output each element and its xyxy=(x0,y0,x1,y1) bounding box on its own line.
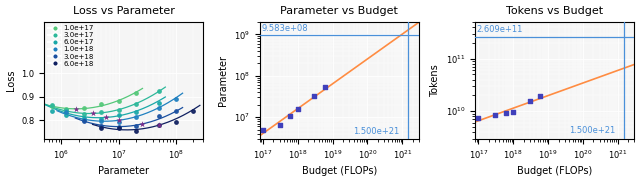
Point xyxy=(474,116,484,119)
Point xyxy=(61,114,71,117)
Point xyxy=(171,120,181,123)
Point xyxy=(88,112,98,115)
Point xyxy=(154,123,164,126)
Point xyxy=(275,123,285,126)
Point xyxy=(96,111,106,114)
Point xyxy=(79,113,90,116)
Point xyxy=(47,109,58,112)
Point xyxy=(113,119,124,122)
Point xyxy=(113,114,124,117)
Point xyxy=(525,100,535,103)
Point xyxy=(154,115,164,118)
Point xyxy=(131,124,141,127)
Text: 2.609e+11: 2.609e+11 xyxy=(477,25,524,33)
Point xyxy=(131,111,141,114)
Point xyxy=(154,106,164,109)
Text: 9.583e+08: 9.583e+08 xyxy=(261,24,308,33)
Title: Tokens vs Budget: Tokens vs Budget xyxy=(506,6,604,15)
Point xyxy=(71,107,81,110)
Point xyxy=(79,119,90,122)
Point xyxy=(154,124,164,127)
Point xyxy=(508,110,518,113)
Point xyxy=(61,111,71,114)
Point xyxy=(96,118,106,120)
Y-axis label: Tokens: Tokens xyxy=(430,64,440,97)
Point xyxy=(292,108,303,111)
Point xyxy=(113,121,124,124)
Point xyxy=(188,110,198,113)
Point xyxy=(171,98,181,101)
Point xyxy=(285,115,295,118)
Point xyxy=(96,120,106,122)
Point xyxy=(154,101,164,104)
Point xyxy=(113,126,124,128)
Point xyxy=(500,112,511,115)
Point xyxy=(131,103,141,106)
Point xyxy=(96,127,106,130)
Point xyxy=(131,91,141,94)
Point xyxy=(258,128,268,131)
Point xyxy=(61,107,71,110)
Point xyxy=(131,116,141,119)
Point xyxy=(320,86,330,89)
Point xyxy=(490,114,500,116)
Legend: 1.0e+17, 3.0e+17, 6.0e+17, 1.0e+18, 3.0e+18, 6.0e+18: 1.0e+17, 3.0e+17, 6.0e+17, 1.0e+18, 3.0e… xyxy=(46,24,95,68)
Point xyxy=(131,130,141,133)
Point xyxy=(47,103,58,106)
Point xyxy=(171,110,181,113)
Point xyxy=(309,95,319,98)
Y-axis label: Parameter: Parameter xyxy=(218,55,228,106)
Y-axis label: Loss: Loss xyxy=(6,70,15,91)
Point xyxy=(96,125,106,128)
Point xyxy=(96,102,106,105)
Text: 1.500e+21: 1.500e+21 xyxy=(353,127,399,136)
X-axis label: Budget (FLOPs): Budget (FLOPs) xyxy=(517,167,593,176)
Point xyxy=(47,104,58,107)
Point xyxy=(79,106,90,109)
Point xyxy=(79,116,90,119)
Point xyxy=(113,109,124,112)
X-axis label: Budget (FLOPs): Budget (FLOPs) xyxy=(301,167,377,176)
Point xyxy=(79,118,90,121)
Point xyxy=(136,123,147,126)
Title: Parameter vs Budget: Parameter vs Budget xyxy=(280,6,398,15)
X-axis label: Parameter: Parameter xyxy=(99,167,149,176)
Title: Loss vs Parameter: Loss vs Parameter xyxy=(73,6,175,15)
Point xyxy=(154,90,164,93)
Point xyxy=(535,94,545,97)
Point xyxy=(61,108,71,111)
Point xyxy=(113,127,124,130)
Point xyxy=(101,116,111,119)
Text: 1.500e+21: 1.500e+21 xyxy=(569,126,615,135)
Point xyxy=(113,99,124,102)
